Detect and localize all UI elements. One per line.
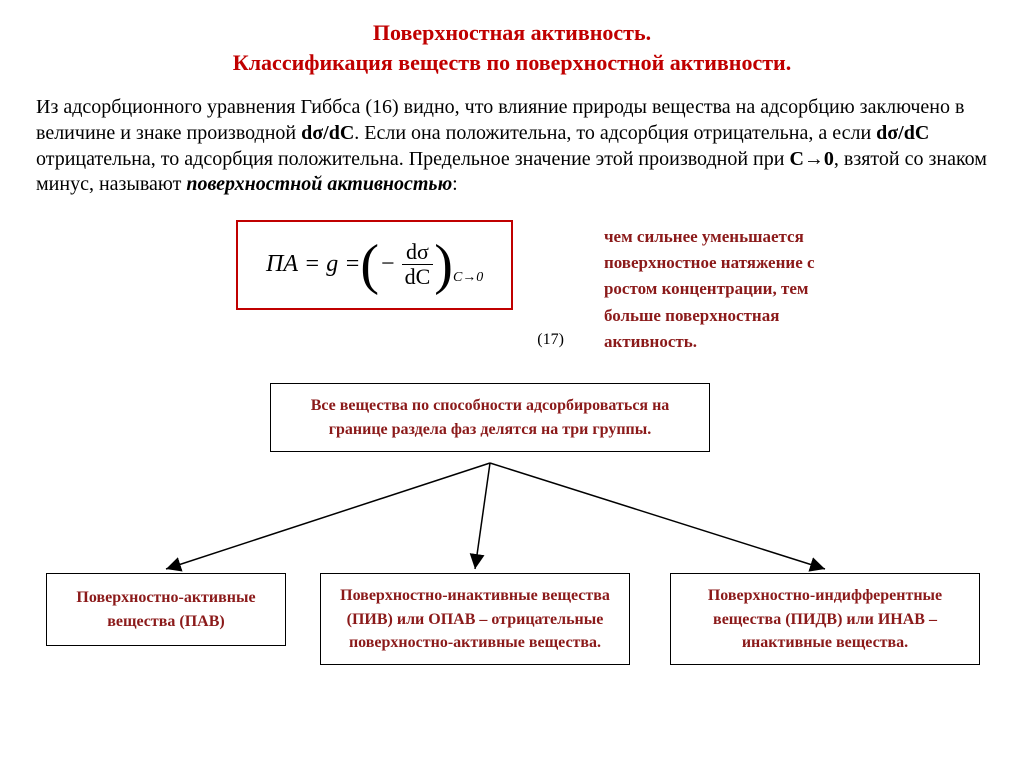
derivative-1: dσ/dC — [301, 122, 354, 144]
formula-denominator: dC — [401, 265, 435, 289]
equation-number: (17) — [537, 331, 564, 349]
para-text-b: . Если она положительна, то адсорбция от… — [354, 122, 876, 144]
side-note: чем сильнее уменьшается поверхностное на… — [604, 220, 824, 356]
paren-left-icon: ( — [360, 240, 379, 290]
classification-diagram: Все вещества по способности адсорбироват… — [0, 383, 1024, 683]
box-pidv: Поверхностно-индифферентные вещества (ПИ… — [670, 573, 980, 665]
term-surface-activity: поверхностной активностью — [186, 173, 452, 195]
para-text-e: : — [452, 173, 458, 195]
paren-right-icon: ) — [434, 240, 453, 290]
formula-minus: − — [381, 251, 395, 278]
formula-lhs: ПА = g = — [266, 251, 360, 278]
derivative-2: dσ/dC — [876, 122, 929, 144]
formula-numerator: dσ — [402, 240, 433, 265]
body-paragraph: Из адсорбционного уравнения Гиббса (16) … — [0, 77, 1024, 197]
box-pav: Поверхностно-активные вещества (ПАВ) — [46, 573, 286, 645]
title-line-2: Классификация веществ по поверхностной а… — [0, 48, 1024, 78]
formula-box: ПА = g = ( − dσ dC ) C→0 — [236, 220, 513, 310]
title-line-1: Поверхностная активность. — [0, 18, 1024, 48]
para-text-c: отрицательна, то адсорбция положительна.… — [36, 148, 789, 170]
box-piv: Поверхностно-инактивные вещества (ПИВ) и… — [320, 573, 630, 665]
limit-c0: С→0 — [789, 148, 833, 170]
title-block: Поверхностная активность. Классификация … — [0, 0, 1024, 77]
formula-subscript: C→0 — [453, 270, 483, 286]
formula-row: ПА = g = ( − dσ dC ) C→0 (17) чем сильне… — [0, 220, 1024, 356]
formula-fraction: dσ dC — [401, 240, 435, 289]
